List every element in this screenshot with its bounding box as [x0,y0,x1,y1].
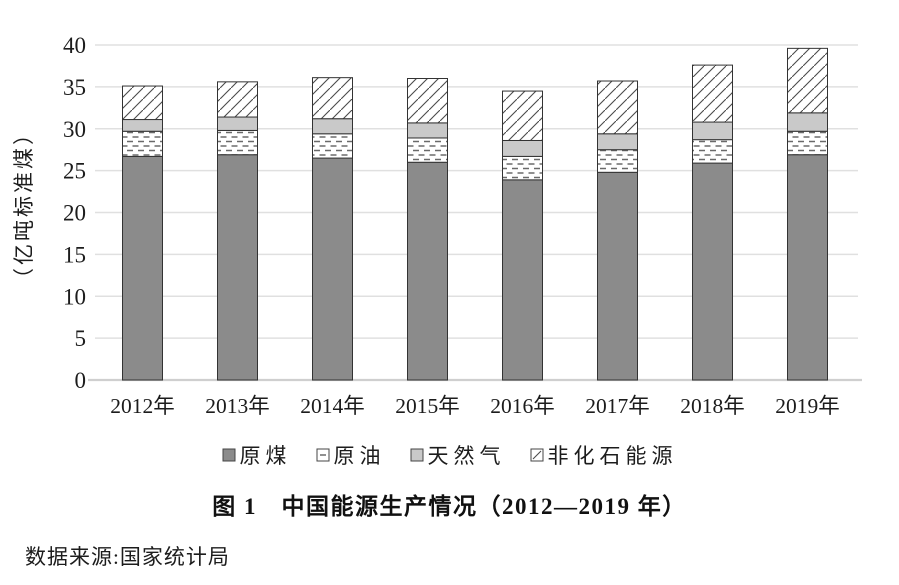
legend-item-oil: 原油 [316,440,386,470]
bar-segment [217,116,258,131]
bar-segment [407,122,448,139]
x-tick-label: 2016年 [490,394,555,418]
bar-segment [312,133,353,159]
bar-segment [597,149,638,173]
y-tick-label: 5 [75,326,87,351]
bar-segment [122,119,163,132]
bar-segment [692,64,733,123]
bar-segment [692,121,733,141]
y-tick-label: 30 [63,117,86,142]
bar-segment [787,47,828,114]
x-tick-label: 2019年 [775,394,840,418]
bar-segment [407,137,448,163]
figure-title: 图 1 中国能源生产情况（2012—2019 年） [212,494,687,519]
bar-segment [502,139,543,157]
bar-segment [217,154,258,381]
y-tick-label: 20 [63,201,86,226]
legend-item-nonfossil: 非化石能源 [530,440,678,470]
bar-segment [312,77,353,120]
y-tick-label: 10 [63,284,86,309]
bar-segment [692,162,733,381]
data-source-note: 数据来源:国家统计局 [25,545,230,569]
bars-group [122,47,828,381]
axis-ticks-group: 0 5 10 15 20 25 30 35 40 2012年 2013年 2014年 2015年 2016… [63,33,840,418]
bar-segment [217,81,258,118]
y-tick-label: 15 [63,242,86,267]
y-axis-title: （亿吨标准煤） [12,121,36,289]
bar-segment [122,85,163,121]
bar-segment [502,90,543,141]
x-tick-label: 2015年 [395,394,460,418]
bar-segment [787,130,828,156]
x-tick-label: 2018年 [680,394,745,418]
oil-swatch-icon [316,448,329,462]
bar-segment [122,130,163,157]
bar-segment [407,78,448,124]
bar-segment [692,139,733,164]
bar-segment [217,129,258,156]
nonfossil-swatch-icon [530,448,543,462]
y-tick-label: 35 [63,75,86,100]
bar-segment [312,157,353,381]
legend-item-coal: 原煤 [222,440,292,470]
x-tick-label: 2013年 [205,394,270,418]
bar-segment [787,154,828,381]
stacked-bar-chart: 0 5 10 15 20 25 30 35 40 2012年 2013年 2014年 2015年 2016… [12,33,862,418]
gas-swatch-icon [410,448,423,462]
legend-item-gas: 天然气 [410,440,506,470]
coal-swatch-icon [222,448,235,462]
x-tick-label: 2017年 [585,394,650,418]
bar-segment [407,161,448,381]
y-tick-label: 0 [75,368,87,393]
bar-segment [787,112,828,132]
bar-segment [502,179,543,381]
bar-segment [312,118,353,135]
bar-segment [597,133,638,151]
chart-legend: 原煤 原油 天然气 非化石能源 [0,440,899,470]
legend-label-coal: 原煤 [239,444,292,468]
y-tick-label: 25 [63,159,86,184]
x-tick-label: 2014年 [300,394,365,418]
gridlines-group [88,44,862,382]
legend-label-nonfossil: 非化石能源 [547,444,678,468]
bar-segment [502,155,543,181]
bar-segment [122,155,163,381]
legend-label-gas: 天然气 [427,444,506,468]
y-tick-label: 40 [63,33,86,58]
bar-segment [597,80,638,135]
bar-segment [597,171,638,381]
legend-label-oil: 原油 [333,444,386,468]
x-tick-label: 2012年 [110,394,175,418]
